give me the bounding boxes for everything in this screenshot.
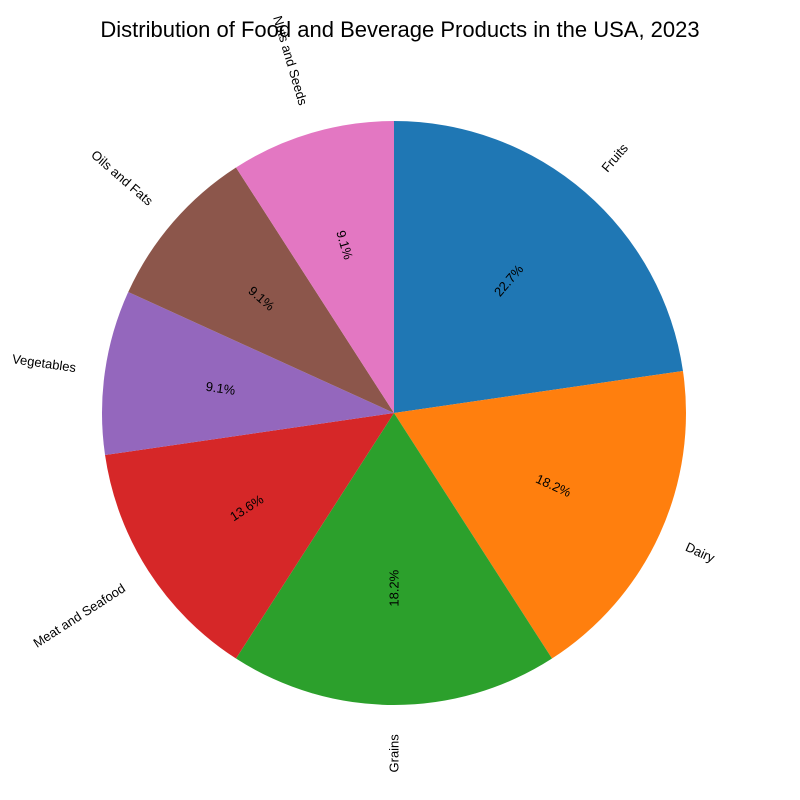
slice-oils-and-fats — [128, 167, 394, 413]
slice-label-fruits: Fruits — [598, 140, 631, 175]
slice-label-dairy: Dairy — [683, 539, 717, 565]
slice-vegetables — [102, 292, 394, 456]
pie-slices — [102, 121, 686, 706]
slice-label-oils-and-fats: Oils and Fats — [88, 147, 156, 209]
slice-dairy — [394, 370, 686, 659]
pct-label-vegetables: 9.1% — [205, 379, 237, 398]
slice-label-meat-and-seafood: Meat and Seafood — [30, 581, 127, 651]
slice-grains — [235, 413, 553, 706]
slice-fruits — [394, 121, 683, 413]
slice-label-vegetables: Vegetables — [11, 351, 77, 375]
slice-nuts-and-seeds — [235, 121, 394, 413]
slice-meat-and-seafood — [105, 413, 395, 659]
slice-label-grains: Grains — [387, 734, 402, 773]
slice-label-nuts-and-seeds: Nuts and Seeds — [270, 14, 311, 107]
pct-label-grains: 18.2% — [387, 569, 402, 606]
chart-title: Distribution of Food and Beverage Produc… — [100, 17, 700, 42]
